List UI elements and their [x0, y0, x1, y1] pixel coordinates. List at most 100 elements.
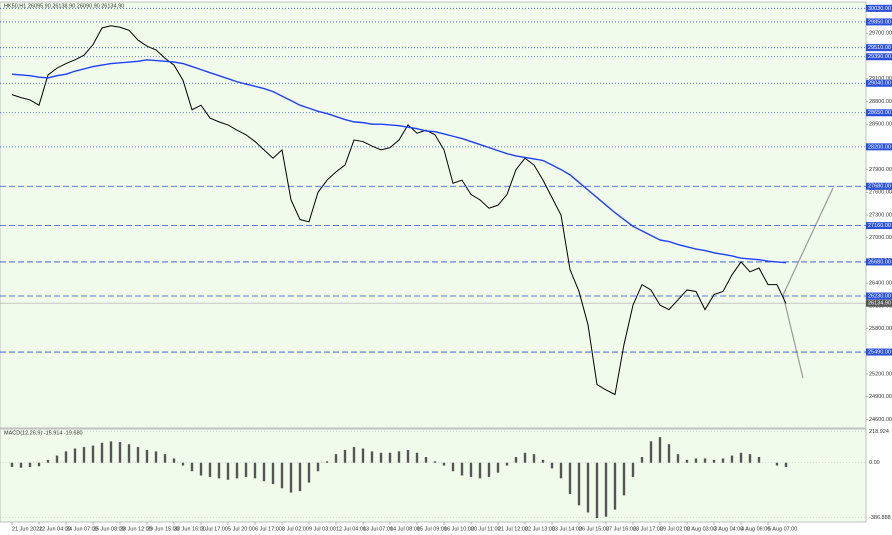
histogram-bar — [487, 462, 491, 477]
histogram-bar — [415, 452, 419, 463]
histogram-bar — [145, 449, 149, 463]
x-tick-label: 14 Jul 08:00 — [390, 526, 420, 532]
x-tick-label: 28 Jun 12:00 — [120, 526, 152, 532]
level-label: 30030.00 — [868, 6, 891, 12]
last-price-label: 26134.90 — [868, 301, 891, 307]
histogram-bar — [253, 462, 257, 479]
histogram-bar — [550, 462, 554, 469]
histogram-bar — [370, 451, 374, 463]
y-tick-label: 25200.00 — [869, 371, 892, 377]
histogram-bar — [379, 452, 383, 463]
level-box — [866, 258, 892, 266]
level-label: 26230.00 — [868, 293, 891, 299]
x-tick-label: 27 Jul 16:00 — [606, 526, 636, 532]
histogram-bar — [19, 462, 23, 468]
histogram-bar — [703, 458, 707, 463]
y-tick-label: 24600.00 — [869, 417, 892, 423]
histogram-bar — [406, 449, 410, 463]
level-box — [866, 182, 892, 190]
level-box — [866, 44, 892, 52]
level-label: 26680.00 — [868, 259, 891, 265]
histogram-bar — [217, 462, 221, 479]
histogram-bar — [757, 457, 761, 463]
level-label: 29390.00 — [868, 54, 891, 60]
x-tick-label: 25 Jun 08:00 — [93, 526, 125, 532]
histogram-bar — [721, 458, 725, 463]
y-tick-label: 26400.00 — [869, 281, 892, 287]
histogram-bar — [289, 462, 293, 493]
histogram-bar — [478, 462, 482, 479]
histogram-bar — [667, 444, 671, 463]
histogram-bar — [586, 462, 590, 513]
histogram-bar — [307, 462, 311, 483]
y-tick-label: 27900.00 — [869, 167, 892, 173]
histogram-bar — [640, 457, 644, 463]
histogram-bar — [109, 441, 113, 463]
histogram-bar — [604, 462, 608, 517]
x-tick-label: 13 Jul 07:00 — [363, 526, 393, 532]
histogram-bar — [424, 457, 428, 463]
histogram-bar — [298, 462, 302, 492]
histogram-bar — [154, 451, 158, 463]
histogram-bar — [505, 462, 509, 466]
histogram-bar — [28, 462, 32, 467]
histogram-bar — [784, 462, 788, 467]
histogram-bar — [712, 459, 716, 463]
histogram-bar — [325, 461, 329, 463]
histogram-bar — [451, 462, 455, 472]
osc-tick-label: -386.888 — [869, 515, 891, 521]
x-tick-label: 6 Jul 17:00 — [255, 526, 282, 532]
histogram-bar — [775, 462, 779, 466]
x-tick-label: 26 Jul 15:00 — [579, 526, 609, 532]
histogram-bar — [199, 462, 203, 476]
x-tick-label: 21 Jun 2021 — [12, 526, 42, 532]
histogram-bar — [136, 447, 140, 463]
histogram-bar — [190, 462, 194, 472]
y-tick-label: 27600.00 — [869, 190, 892, 196]
histogram-bar — [577, 462, 581, 506]
histogram-bar — [514, 457, 518, 463]
histogram-bar — [739, 452, 743, 463]
price-line — [11, 25, 787, 396]
histogram-bar — [64, 451, 68, 463]
y-tick-label: 27300.00 — [869, 212, 892, 218]
histogram-bar — [631, 462, 635, 477]
y-tick-label: 27000.00 — [869, 235, 892, 241]
x-tick-label: 16 Jul 10:00 — [444, 526, 474, 532]
level-label: 29850.00 — [868, 19, 891, 25]
histogram-bar — [208, 462, 212, 477]
level-label: 28200.00 — [868, 144, 891, 150]
level-label: 27680.00 — [868, 184, 891, 190]
x-tick-label: 15 Jul 09:00 — [417, 526, 447, 532]
level-label: 29040.00 — [868, 81, 891, 87]
histogram-bar — [226, 462, 230, 480]
level-box — [866, 348, 892, 356]
histogram-bar — [91, 445, 95, 463]
x-tick-label: 24 Jun 07:00 — [66, 526, 98, 532]
histogram-bar — [100, 442, 104, 463]
x-tick-label: 5 Aug 07:00 — [768, 526, 797, 532]
price-line — [11, 59, 787, 264]
histogram-bar — [595, 462, 599, 519]
histogram-bar — [361, 448, 365, 463]
histogram-bar — [316, 462, 320, 472]
histogram-bar — [172, 458, 176, 463]
x-tick-label: 2 Aug 03:00 — [687, 526, 716, 532]
histogram-bar — [676, 454, 680, 463]
histogram-bar — [649, 441, 653, 463]
osc-tick-label: 218.924 — [869, 429, 889, 435]
x-tick-label: 20 Jul 11:00 — [471, 526, 501, 532]
histogram-bar — [658, 437, 662, 463]
histogram-bar — [343, 449, 347, 463]
histogram-bar — [10, 462, 14, 467]
histogram-bar — [496, 462, 500, 473]
y-tick-label: 29100.00 — [869, 76, 892, 82]
arrow-down — [782, 294, 804, 379]
histogram-bar — [730, 455, 734, 463]
histogram-bar — [694, 458, 698, 463]
histogram-bar — [352, 447, 356, 463]
y-tick-label: 24900.00 — [869, 394, 892, 400]
histogram-bar — [127, 444, 131, 463]
level-box — [866, 79, 892, 87]
